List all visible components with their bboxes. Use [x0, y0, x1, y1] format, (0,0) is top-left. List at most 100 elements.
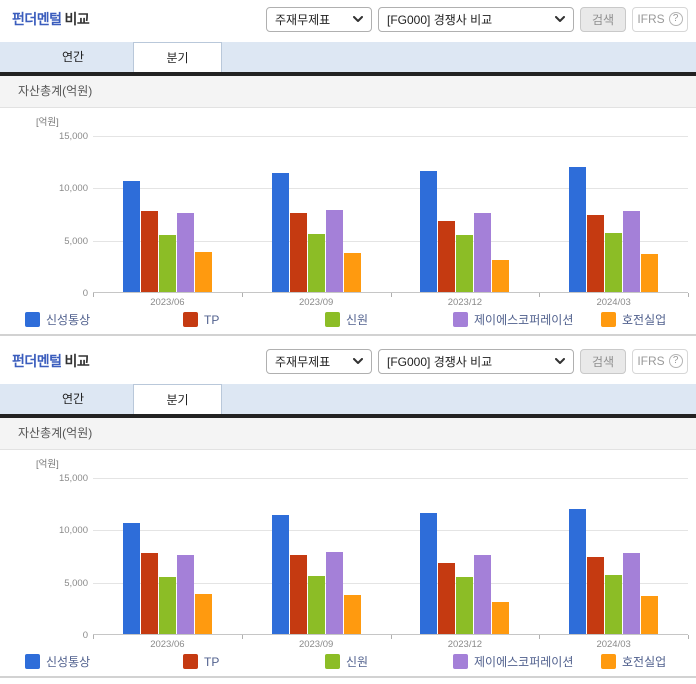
bar-제이에스코퍼레이션-2023/06[interactable] — [176, 213, 194, 292]
bar-호전실업-2023/09[interactable] — [343, 253, 361, 292]
tab-quarterly[interactable]: 분기 — [133, 42, 222, 72]
bar-호전실업-2024/03[interactable] — [641, 596, 659, 634]
x-axis-tick — [539, 293, 541, 297]
tab-annual[interactable]: 연간 — [61, 50, 85, 64]
bar-신성통상-2023/09[interactable] — [271, 173, 289, 292]
bar-신성통상-2024/03[interactable] — [569, 167, 587, 292]
statement-select[interactable]: 주재무제표 — [266, 6, 372, 32]
statement-select[interactable]: 주재무제표 — [266, 348, 372, 374]
chart-legend: 신성통상 TP 신원 제이에스코퍼레이션 호전실업 — [25, 653, 688, 670]
bar-group-2023/12 — [391, 136, 540, 292]
legend-item-TP[interactable]: TP — [183, 312, 325, 327]
bar-신성통상-2023/09[interactable] — [271, 515, 289, 634]
chart-section-title: 자산총계(억원) — [0, 76, 696, 108]
bar-호전실업-2023/09[interactable] — [343, 595, 361, 634]
period-tabbar: 연간 분기 — [0, 42, 696, 72]
legend-item-신원[interactable]: 신원 — [325, 311, 453, 328]
x-axis-tick — [539, 635, 541, 639]
legend-item-제이에스코퍼레이션[interactable]: 제이에스코퍼레이션 — [453, 311, 601, 328]
bar-호전실업-2023/06[interactable] — [194, 594, 212, 634]
bar-제이에스코퍼레이션-2023/09[interactable] — [325, 210, 343, 292]
bar-제이에스코퍼레이션-2024/03[interactable] — [623, 553, 641, 634]
legend-item-신성통상[interactable]: 신성통상 — [25, 311, 183, 328]
page-title-accent: 펀더멘털 — [12, 353, 62, 369]
legend-item-호전실업[interactable]: 호전실업 — [601, 311, 666, 328]
bar-TP-2023/12[interactable] — [438, 221, 456, 292]
x-axis-labels: 2023/06 2023/09 2023/12 2024/03 — [93, 639, 688, 650]
bar-신원-2023/06[interactable] — [158, 577, 176, 634]
x-axis-tick — [688, 635, 689, 639]
bar-신원-2024/03[interactable] — [605, 233, 623, 292]
bar-group-2023/06 — [93, 478, 242, 634]
ifrs-help-button[interactable]: IFRS ? — [632, 348, 688, 374]
x-axis-label-2023/09: 2023/09 — [298, 639, 334, 650]
x-axis-tick — [241, 635, 243, 639]
chevron-down-icon — [353, 358, 363, 364]
ifrs-label: IFRS — [637, 354, 665, 368]
legend-item-신원[interactable]: 신원 — [325, 653, 453, 670]
bar-TP-2023/09[interactable] — [289, 213, 307, 292]
bar-호전실업-2023/12[interactable] — [492, 260, 510, 292]
bar-신원-2023/09[interactable] — [307, 234, 325, 292]
legend-item-TP[interactable]: TP — [183, 654, 325, 669]
bar-신원-2023/06[interactable] — [158, 235, 176, 292]
bar-호전실업-2024/03[interactable] — [641, 254, 659, 292]
bar-신원-2024/03[interactable] — [605, 575, 623, 634]
x-axis-label-2023/06: 2023/06 — [150, 639, 185, 650]
legend-item-제이에스코퍼레이션[interactable]: 제이에스코퍼레이션 — [453, 653, 601, 670]
dark-divider — [0, 414, 696, 418]
bar-TP-2023/06[interactable] — [140, 211, 158, 292]
page-title-rest: 비교 — [64, 353, 90, 369]
bar-신원-2023/12[interactable] — [456, 235, 474, 292]
search-button[interactable]: 검색 — [580, 348, 626, 374]
bar-TP-2023/12[interactable] — [438, 563, 456, 634]
bar-TP-2023/09[interactable] — [289, 555, 307, 634]
legend-label: 호전실업 — [622, 655, 667, 669]
bar-TP-2024/03[interactable] — [587, 215, 605, 292]
legend-swatch-icon — [25, 312, 40, 327]
bar-제이에스코퍼레이션-2023/12[interactable] — [474, 555, 492, 634]
gridline — [93, 582, 688, 584]
legend-swatch-icon — [325, 312, 340, 327]
bar-제이에스코퍼레이션-2023/09[interactable] — [325, 552, 343, 634]
bar-신성통상-2024/03[interactable] — [569, 509, 587, 634]
legend-swatch-icon — [25, 654, 40, 669]
legend-item-호전실업[interactable]: 호전실업 — [601, 653, 666, 670]
bar-신성통상-2023/12[interactable] — [420, 171, 438, 292]
ifrs-help-button[interactable]: IFRS ? — [632, 6, 688, 32]
comparison-select[interactable]: [FG000] 경쟁사 비교 — [378, 348, 574, 374]
search-button[interactable]: 검색 — [580, 6, 626, 32]
bar-신성통상-2023/06[interactable] — [122, 523, 140, 634]
bar-호전실업-2023/12[interactable] — [492, 602, 510, 634]
y-axis-tick-label: 10,000 — [58, 183, 88, 195]
tab-annual[interactable]: 연간 — [61, 392, 85, 406]
legend-swatch-icon — [325, 654, 340, 669]
x-axis-tick — [93, 635, 94, 639]
fundamental-panel-1: 펀더멘털 비교 주재무제표 [FG000] 경쟁사 비교 검색 IFRS ? — [0, 6, 696, 336]
y-axis-tick-label: 5,000 — [64, 577, 88, 589]
bar-제이에스코퍼레이션-2023/06[interactable] — [176, 555, 194, 634]
chevron-down-icon — [555, 16, 565, 22]
panel-divider — [0, 334, 696, 336]
bar-group-2024/03 — [539, 136, 688, 292]
legend-item-신성통상[interactable]: 신성통상 — [25, 653, 183, 670]
bar-TP-2024/03[interactable] — [587, 557, 605, 634]
legend-swatch-icon — [183, 312, 198, 327]
legend-label: 제이에스코퍼레이션 — [474, 655, 574, 669]
bar-TP-2023/06[interactable] — [140, 553, 158, 634]
dark-divider — [0, 72, 696, 76]
bar-신원-2023/09[interactable] — [307, 576, 325, 634]
y-axis-tick-label: 0 — [82, 630, 88, 641]
bar-호전실업-2023/06[interactable] — [194, 252, 212, 292]
bar-제이에스코퍼레이션-2023/12[interactable] — [474, 213, 492, 292]
bar-신성통상-2023/06[interactable] — [122, 181, 140, 292]
bar-신원-2023/12[interactable] — [456, 577, 474, 634]
comparison-select[interactable]: [FG000] 경쟁사 비교 — [378, 6, 574, 32]
x-axis-label-2023/06: 2023/06 — [150, 297, 185, 308]
panel-divider — [0, 676, 696, 678]
tab-quarterly[interactable]: 분기 — [133, 384, 222, 414]
bar-신성통상-2023/12[interactable] — [420, 513, 438, 634]
bar-제이에스코퍼레이션-2024/03[interactable] — [623, 211, 641, 292]
y-axis-unit-label: [억원] — [36, 117, 59, 128]
x-axis-tick — [688, 293, 689, 297]
